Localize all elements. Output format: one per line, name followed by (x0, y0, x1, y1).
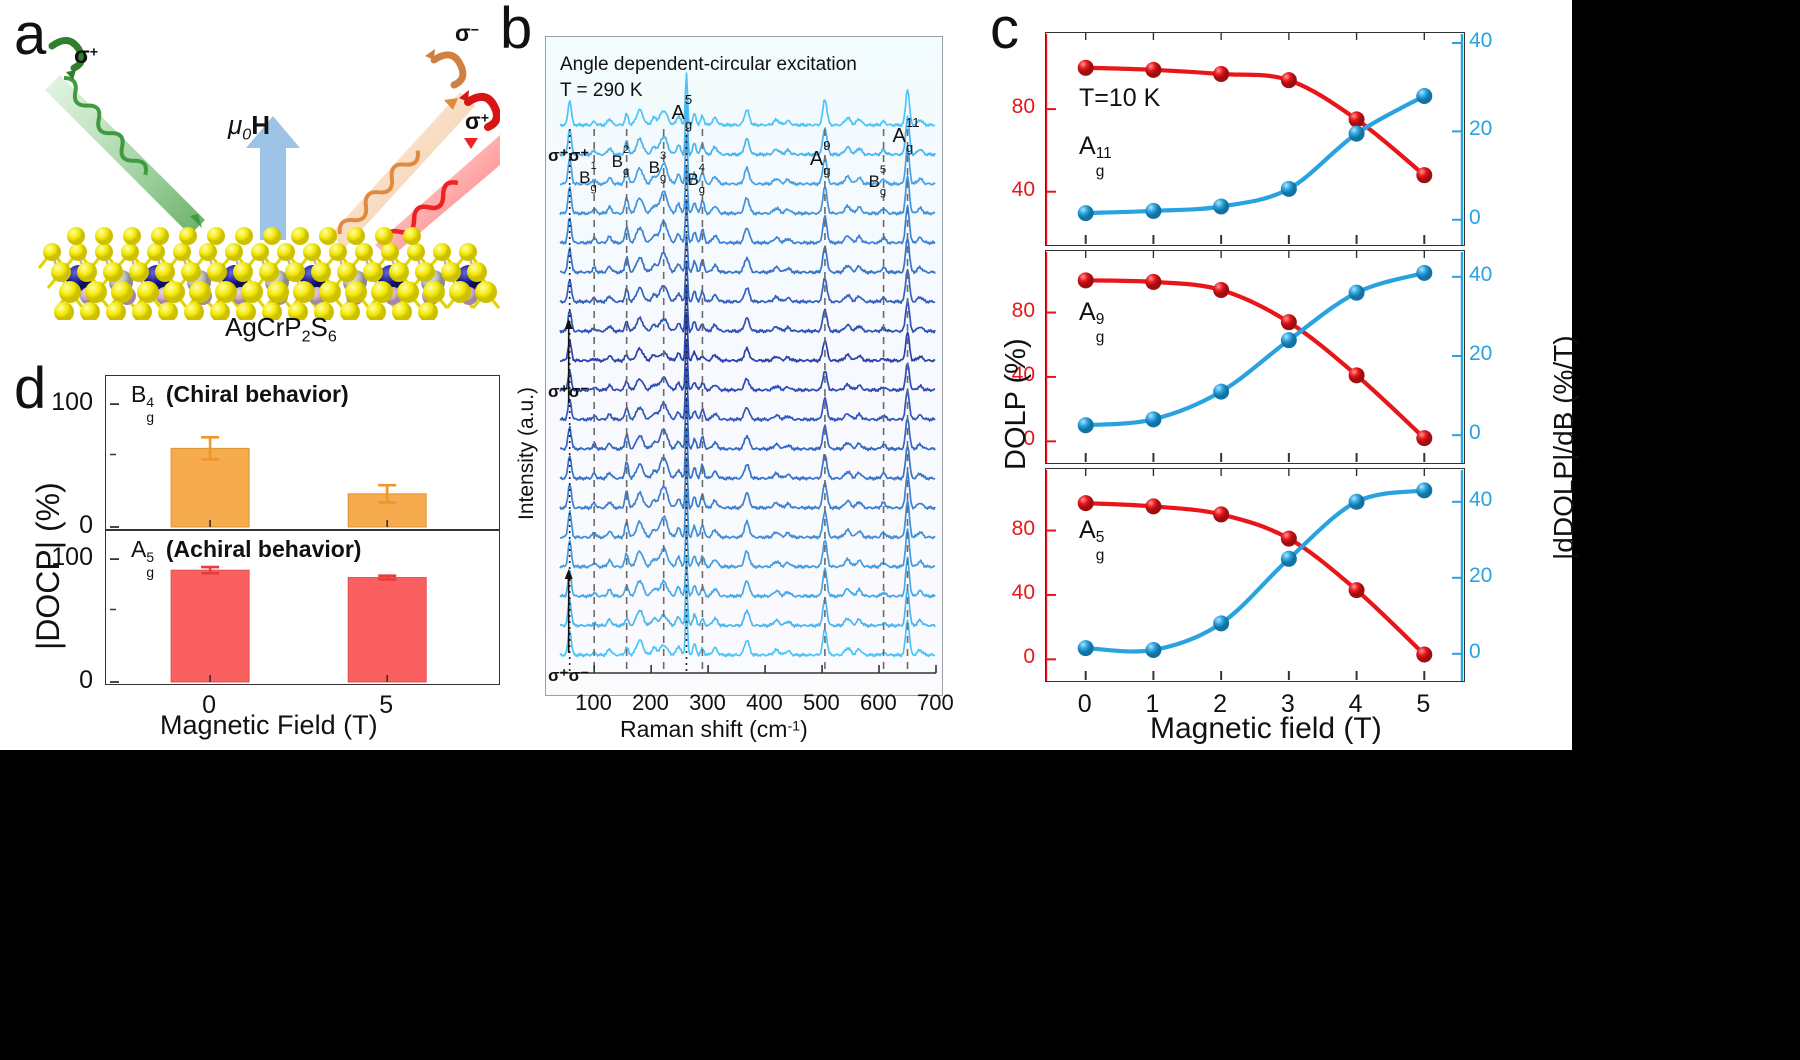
panel-d-xlabel: Magnetic Field (T) (160, 710, 378, 740)
panel-b-title-line2: T = 290 K (560, 79, 643, 101)
panel-c-right-tick-1-0: 0 (1469, 205, 1481, 229)
panel-label-a: a (14, 2, 47, 67)
panel-b-xlabel: Raman shift (cm-1) (620, 716, 808, 742)
label-sigma-minus-scattered: σ− (455, 20, 480, 46)
panel-d-annotation-Ag5: A 5 g (Achiral behavior) (131, 536, 362, 580)
panel-b-polarization-mid: σ⁺σ⁻ (548, 382, 590, 401)
label-sigma-plus-incident: σ+ (74, 42, 99, 68)
panel-label-b: b (500, 0, 533, 61)
panel-d-ytick-2-0: 0 (79, 666, 93, 694)
panel-c-xtick-2: 2 (1213, 690, 1228, 718)
panel-c-temperature-annotation: T=10 K (1079, 84, 1161, 112)
panel-d-xtick-0: 0 (202, 691, 217, 719)
panel-b-xtick-100: 100 (575, 690, 612, 715)
panel-d-subplot-svg-1 (110, 403, 427, 528)
panel-c-right-tick-3-0: 0 (1469, 639, 1481, 663)
panel-c-right-tick-2-20: 20 (1469, 342, 1493, 365)
panel-b-xtick-200: 200 (632, 690, 669, 715)
panel-c-right-tick-3-20: 20 (1469, 563, 1493, 587)
panel-label-c: c (990, 0, 1019, 61)
panel-b-xtick-600: 600 (860, 690, 897, 715)
panel-c-xtick-3: 3 (1280, 690, 1295, 718)
panel-c-subplot-1 (1044, 32, 1465, 246)
panel-c-left-tick-3-0: 0 (1023, 645, 1035, 669)
panel-c-left-tick-1-80: 80 (1011, 95, 1035, 119)
panel-b-title-line1: Angle dependent-circular excitation (560, 54, 857, 75)
panel-c-subplot-svg-1 (1044, 33, 1464, 245)
panel-c-xlabel: Magnetic field (T) (1150, 712, 1382, 745)
panel-b-peak-label-Ag11: A 11 g (892, 115, 920, 155)
panel-b-raman-waterfall (545, 36, 943, 696)
panel-b-polarization-top: σ⁺σ⁺ (548, 146, 590, 165)
panel-c-xtick-0: 0 (1077, 690, 1092, 718)
panel-d-ytick-1-0: 0 (79, 511, 93, 539)
panel-c-right-tick-2-40: 40 (1469, 262, 1493, 286)
panel-c-xtick-4: 4 (1348, 690, 1363, 718)
panel-c-left-tick-1-40: 40 (1011, 177, 1035, 201)
panel-c-subplot-svg-2 (1044, 251, 1464, 463)
panel-c-subplot-3 (1044, 468, 1465, 682)
panel-label-d: d (14, 356, 47, 421)
panel-d-ytick-1-100: 100 (51, 388, 93, 417)
crystal-schematic-svg (37, 37, 501, 322)
panel-c-xtick-1: 1 (1145, 690, 1160, 718)
panel-c-subplot-2 (1044, 250, 1465, 464)
label-sigma-plus-scattered: σ+ (465, 108, 490, 134)
panel-c-left-tick-2-0: 0 (1023, 427, 1035, 451)
panel-d-xtick-5: 5 (379, 691, 394, 719)
panel-c-right-tick-1-40: 40 (1469, 29, 1493, 52)
magnetic-field-arrow (246, 116, 300, 240)
panel-c-xtick-5: 5 (1416, 690, 1431, 718)
panel-d-annotation-Bg4: B 4 g (Chiral behavior) (131, 381, 349, 425)
panel-c-left-tick-2-40: 40 (1011, 362, 1035, 386)
panel-d-subplot-2 (105, 530, 500, 685)
panel-c-right-tick-1-20: 20 (1469, 117, 1493, 141)
panel-d-ylabel: |DOCP| (%) (30, 482, 66, 650)
panel-c-left-tick-3-80: 80 (1011, 516, 1035, 540)
panel-c-left-tick-2-80: 80 (1011, 298, 1035, 322)
panel-b-polarization-bottom: σ⁺σ⁻ (548, 666, 590, 685)
incident-beam-sigma-plus (45, 37, 205, 235)
material-formula: AgCrP2S6 (225, 312, 337, 346)
panel-d-subplot-svg-2 (110, 558, 427, 683)
panel-b-title: Angle dependent-circular excitation T = … (560, 52, 857, 103)
panel-c-right-tick-3-40: 40 (1469, 487, 1493, 511)
panel-b-xtick-400: 400 (746, 690, 783, 715)
crystal-lattice (37, 227, 501, 322)
scattered-beam-sigma-minus (330, 49, 475, 248)
scattered-beam-sigma-plus (375, 90, 501, 258)
panel-d-subplot-1 (105, 375, 500, 530)
panel-b-ylabel: Intensity (a.u.) (515, 386, 538, 520)
panel-c-dolp-plots: 40 80 0 20 40 T=10 K A 11 g 0 40 80 0 20 40 A 9 g 0 40 80 0 20… (1012, 29, 1493, 718)
panel-c-right-tick-2-0: 0 (1469, 421, 1481, 445)
panel-b-xtick-500: 500 (803, 690, 840, 715)
panel-c-left-tick-3-40: 40 (1011, 580, 1035, 604)
panel-c-mode-label-Ag11: A 11 g (1079, 132, 1112, 180)
raman-spectra-svg (559, 72, 937, 674)
panel-d-ytick-2-100: 100 (51, 543, 93, 572)
label-magnetic-field-mu0H: μ0H (228, 110, 270, 144)
panel-c-subplot-svg-3 (1044, 469, 1464, 681)
chirality-arrow-green (48, 37, 86, 72)
panel-b-xtick-700: 700 (917, 690, 954, 715)
panel-b-xtick-300: 300 (689, 690, 726, 715)
panel-d-docp-bars: 0 100 B 4 g (Chiral behavior) 0 100 A 5 g (Achiral … (51, 375, 500, 719)
panel-c-ylabel-right: |dDOLP|/dB (%/T) (1548, 335, 1579, 560)
panel-a-schematic: σ+ σ− σ+ μ0H (30, 20, 501, 322)
panel-c-ylabel-left: DOLP (%) (1000, 338, 1032, 470)
